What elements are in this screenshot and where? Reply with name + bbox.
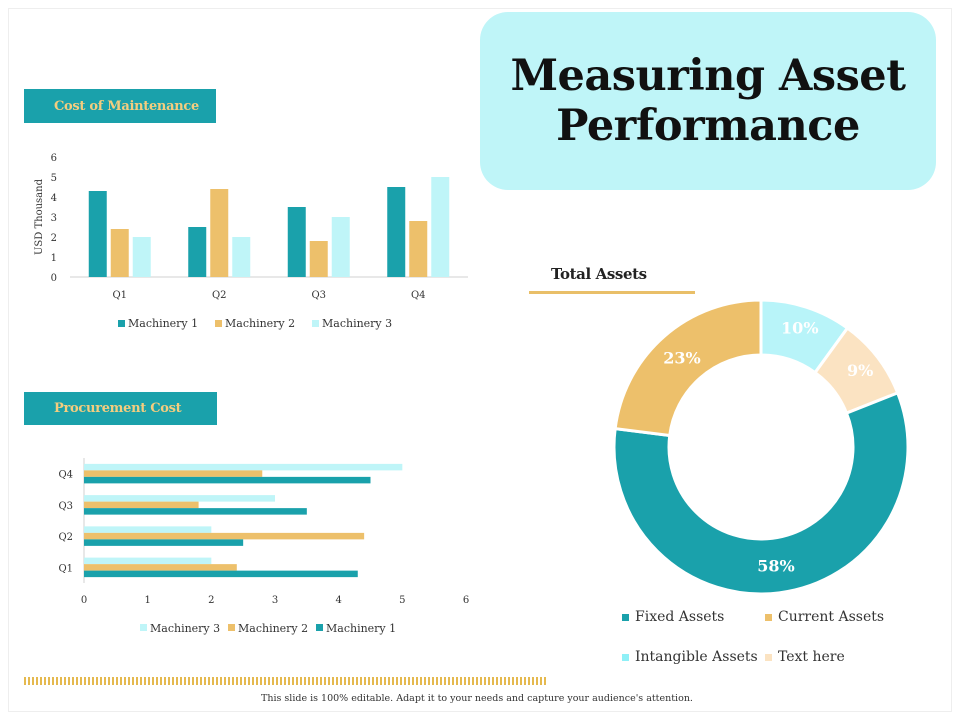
legend-swatch xyxy=(215,320,222,327)
legend-swatch xyxy=(140,624,147,631)
bar xyxy=(84,526,212,533)
y-tick-label: 2 xyxy=(51,233,57,244)
procurement-chart: 0 1 2 3 4 5 6 Q1 Q2 Q3 Q4 Machinery 3 Machinery 2 Mac… xyxy=(58,458,469,635)
x-tick-label: 6 xyxy=(463,595,469,606)
bar xyxy=(409,221,428,277)
bar xyxy=(84,557,212,565)
y-tick-label: 1 xyxy=(51,253,57,264)
x-tick-label: Q3 xyxy=(311,290,326,301)
legend-label: Intangible Assets xyxy=(635,649,758,665)
bar xyxy=(110,229,129,277)
bar xyxy=(88,191,107,277)
donut-value-label: 23% xyxy=(663,348,700,367)
maintenance-chart: 0 1 2 3 4 5 6 USD Thousand Q1 Q2 Q3 Q4 Machinery 1 Ma… xyxy=(34,153,468,330)
donut-slice xyxy=(612,390,910,596)
legend-label: Current Assets xyxy=(778,609,885,625)
bar xyxy=(84,539,244,546)
y-tick-label: 0 xyxy=(51,273,57,284)
donut-slice xyxy=(613,298,763,438)
x-tick-label: 3 xyxy=(272,595,278,606)
procurement-chart-title: Procurement Cost xyxy=(24,392,217,425)
bar xyxy=(132,237,151,277)
legend-swatch xyxy=(765,653,772,661)
bar xyxy=(84,508,307,515)
x-tick-label: Q1 xyxy=(112,290,127,301)
y-tick-label: Q3 xyxy=(58,501,73,512)
legend-label: Machinery 1 xyxy=(326,622,396,635)
bar xyxy=(232,237,251,277)
legend-label: Text here xyxy=(778,649,845,665)
bar xyxy=(84,495,275,502)
footer-note: This slide is 100% editable. Adapt it to… xyxy=(261,693,693,704)
legend-label: Machinery 2 xyxy=(238,622,308,635)
y-axis-title: USD Thousand xyxy=(34,178,45,255)
bar xyxy=(210,189,229,277)
x-tick-label: 0 xyxy=(81,595,87,606)
legend-label: Machinery 3 xyxy=(322,317,392,330)
legend-label: Machinery 1 xyxy=(128,317,198,330)
bar xyxy=(84,570,358,578)
bar xyxy=(431,177,450,277)
y-tick-label: 5 xyxy=(51,173,57,184)
title-panel: Measuring Asset Performance xyxy=(480,12,936,190)
bar xyxy=(188,227,207,277)
legend-label: Machinery 2 xyxy=(225,317,295,330)
donut-value-label: 58% xyxy=(757,557,794,576)
maintenance-chart-title: Cost of Maintenance xyxy=(24,89,216,123)
donut-value-label: 10% xyxy=(781,319,818,338)
legend-swatch xyxy=(316,624,323,631)
total-assets-underline xyxy=(529,291,695,294)
bar xyxy=(84,476,371,484)
legend-swatch xyxy=(312,320,319,327)
donut-value-label: 9% xyxy=(847,361,873,380)
x-tick-label: 1 xyxy=(144,595,150,606)
x-tick-label: Q2 xyxy=(212,290,227,301)
x-tick-label: 5 xyxy=(399,595,405,606)
donut-legend-text-here: Text here xyxy=(765,649,845,665)
bar xyxy=(84,463,403,471)
y-tick-label: Q1 xyxy=(58,563,73,574)
legend-swatch xyxy=(622,613,629,621)
decorative-stripe xyxy=(24,677,547,685)
donut-legend-intangible-assets: Intangible Assets xyxy=(622,649,758,665)
legend-label: Fixed Assets xyxy=(635,609,725,625)
legend-swatch xyxy=(622,653,629,661)
bar xyxy=(387,187,406,277)
y-tick-label: 4 xyxy=(51,193,57,204)
y-tick-label: 6 xyxy=(51,153,57,164)
donut-legend-fixed-assets: Fixed Assets xyxy=(622,609,724,625)
slide-frame xyxy=(8,8,952,712)
y-tick-label: 3 xyxy=(51,213,57,224)
legend-label: Machinery 3 xyxy=(150,622,220,635)
x-tick-label: 4 xyxy=(335,595,341,606)
bar xyxy=(84,564,237,571)
y-tick-label: Q4 xyxy=(58,470,73,481)
y-tick-label: Q2 xyxy=(58,532,73,543)
x-tick-label: 2 xyxy=(208,595,214,606)
legend-swatch xyxy=(118,320,125,327)
bar xyxy=(287,207,306,277)
bar xyxy=(84,532,365,540)
bar xyxy=(84,470,263,477)
legend-swatch xyxy=(765,613,772,621)
bar xyxy=(84,501,199,509)
total-assets-title: Total Assets xyxy=(551,265,647,283)
x-tick-label: Q4 xyxy=(411,290,426,301)
bar xyxy=(331,217,350,277)
legend-swatch xyxy=(228,624,235,631)
total-assets-donut: 10% 9% 58% 23% xyxy=(612,298,910,596)
bar xyxy=(309,241,328,277)
donut-legend-current-assets: Current Assets xyxy=(765,609,884,625)
slide-title: Measuring Asset Performance xyxy=(510,51,906,151)
